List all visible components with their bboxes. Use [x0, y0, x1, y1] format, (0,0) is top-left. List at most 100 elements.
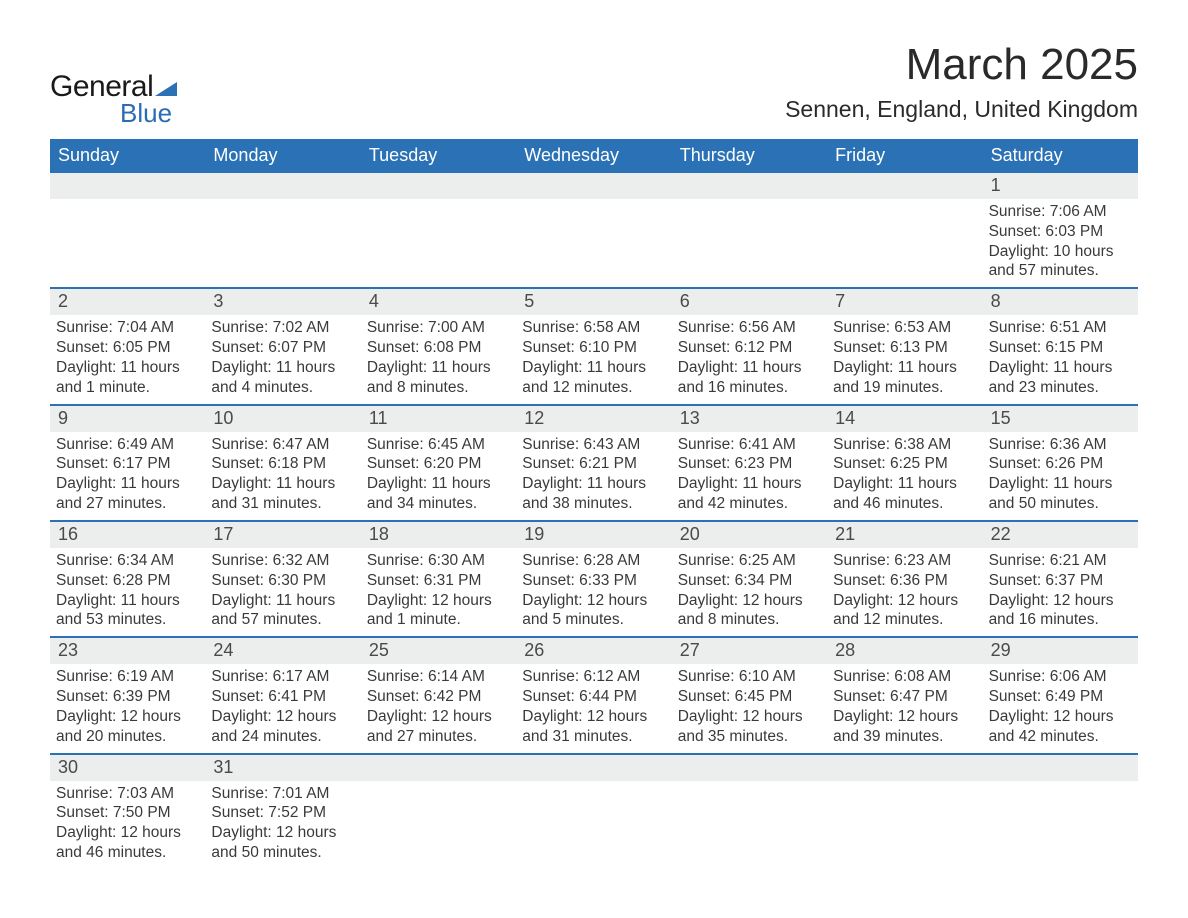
calendar-cell: 29Sunrise: 6:06 AMSunset: 6:49 PMDayligh…: [983, 638, 1138, 752]
sunrise-line: Sunrise: 6:23 AM: [833, 551, 976, 571]
calendar-cell: [672, 755, 827, 869]
sunrise-line: Sunrise: 7:04 AM: [56, 318, 199, 338]
sunrise-line: Sunrise: 6:34 AM: [56, 551, 199, 571]
calendar-cell: 15Sunrise: 6:36 AMSunset: 6:26 PMDayligh…: [983, 406, 1138, 520]
sunset-line: Sunset: 6:07 PM: [211, 338, 354, 358]
sunrise-line: Sunrise: 6:19 AM: [56, 667, 199, 687]
logo: General Blue: [50, 70, 177, 129]
calendar-cell: [205, 173, 360, 287]
daylight-line: Daylight: 12 hours and 39 minutes.: [833, 707, 976, 747]
sunrise-line: Sunrise: 6:17 AM: [211, 667, 354, 687]
page-header: General Blue March 2025 Sennen, England,…: [50, 40, 1138, 129]
calendar-cell: 10Sunrise: 6:47 AMSunset: 6:18 PMDayligh…: [205, 406, 360, 520]
sunset-line: Sunset: 6:34 PM: [678, 571, 821, 591]
calendar-week: 2 Sunrise: 7:04 AMSunset: 6:05 PM Daylight…: [50, 289, 1138, 405]
calendar-cell: 11Sunrise: 6:45 AMSunset: 6:20 PMDayligh…: [361, 406, 516, 520]
day-number: 18: [361, 522, 516, 548]
calendar-cell: 28Sunrise: 6:08 AMSunset: 6:47 PMDayligh…: [827, 638, 982, 752]
sunrise-line: Sunrise: 6:10 AM: [678, 667, 821, 687]
day-number: 16: [50, 522, 205, 548]
day-number: 23: [50, 638, 205, 664]
daylight-line: Daylight: 12 hours and 27 minutes.: [367, 707, 510, 747]
daylight-line: Daylight: 11 hours and 34 minutes.: [367, 474, 510, 514]
sunset-line: Sunset: 7:50 PM: [56, 803, 199, 823]
sunset-line: Sunset: 6:45 PM: [678, 687, 821, 707]
calendar-cell: 3Sunrise: 7:02 AMSunset: 6:07 PMDaylight…: [205, 289, 360, 403]
calendar-week: 23Sunrise: 6:19 AMSunset: 6:39 PMDayligh…: [50, 638, 1138, 754]
calendar-cell: 7Sunrise: 6:53 AMSunset: 6:13 PMDaylight…: [827, 289, 982, 403]
daylight-line: Daylight: 11 hours and 23 minutes.: [989, 358, 1132, 398]
weekday-header: Friday: [827, 139, 982, 173]
sunrise-line: Sunrise: 6:28 AM: [522, 551, 665, 571]
day-number: [50, 173, 205, 199]
daylight-line: Daylight: 11 hours and 12 minutes.: [522, 358, 665, 398]
calendar-cell: 14Sunrise: 6:38 AMSunset: 6:25 PMDayligh…: [827, 406, 982, 520]
day-number: 21: [827, 522, 982, 548]
daylight-line: Daylight: 11 hours and 53 minutes.: [56, 591, 199, 631]
day-number: 9: [50, 406, 205, 432]
daylight-line: Daylight: 12 hours and 24 minutes.: [211, 707, 354, 747]
calendar-cell: 16 Sunrise: 6:34 AMSunset: 6:28 PMDayligh…: [50, 522, 205, 636]
day-number: 20: [672, 522, 827, 548]
sunrise-line: Sunrise: 6:58 AM: [522, 318, 665, 338]
day-number: 22: [983, 522, 1138, 548]
daylight-line: Daylight: 10 hours and 57 minutes.: [989, 242, 1132, 282]
calendar-cell: 25Sunrise: 6:14 AMSunset: 6:42 PMDayligh…: [361, 638, 516, 752]
daylight-line: Daylight: 11 hours and 50 minutes.: [989, 474, 1132, 514]
calendar-cell: 26Sunrise: 6:12 AMSunset: 6:44 PMDayligh…: [516, 638, 671, 752]
calendar-cell: 4Sunrise: 7:00 AMSunset: 6:08 PMDaylight…: [361, 289, 516, 403]
daylight-line: Daylight: 12 hours and 31 minutes.: [522, 707, 665, 747]
daylight-line: Daylight: 12 hours and 1 minute.: [367, 591, 510, 631]
calendar-cell: 8Sunrise: 6:51 AMSunset: 6:15 PMDaylight…: [983, 289, 1138, 403]
calendar-cell: 30Sunrise: 7:03 AMSunset: 7:50 PMDayligh…: [50, 755, 205, 869]
weekday-header: Saturday: [983, 139, 1138, 173]
sunset-line: Sunset: 6:36 PM: [833, 571, 976, 591]
calendar-cell: 6Sunrise: 6:56 AMSunset: 6:12 PMDaylight…: [672, 289, 827, 403]
weekday-header: Thursday: [672, 139, 827, 173]
sunrise-line: Sunrise: 7:00 AM: [367, 318, 510, 338]
sunset-line: Sunset: 6:30 PM: [211, 571, 354, 591]
sunrise-line: Sunrise: 6:51 AM: [989, 318, 1132, 338]
sunset-line: Sunset: 6:28 PM: [56, 571, 199, 591]
sunset-line: Sunset: 6:26 PM: [989, 454, 1132, 474]
daylight-line: Daylight: 12 hours and 16 minutes.: [989, 591, 1132, 631]
sunrise-line: Sunrise: 6:14 AM: [367, 667, 510, 687]
sunset-line: Sunset: 6:05 PM: [56, 338, 199, 358]
daylight-line: Daylight: 11 hours and 57 minutes.: [211, 591, 354, 631]
day-number: 8: [983, 289, 1138, 315]
day-number: 31: [205, 755, 360, 781]
sunrise-line: Sunrise: 6:43 AM: [522, 435, 665, 455]
calendar-cell: [983, 755, 1138, 869]
sunset-line: Sunset: 6:23 PM: [678, 454, 821, 474]
sunset-line: Sunset: 6:10 PM: [522, 338, 665, 358]
weekday-header-row: Sunday Monday Tuesday Wednesday Thursday…: [50, 139, 1138, 173]
day-number: [205, 173, 360, 199]
daylight-line: Daylight: 11 hours and 19 minutes.: [833, 358, 976, 398]
day-number: [672, 173, 827, 199]
calendar-cell: [516, 755, 671, 869]
calendar-cell: 13Sunrise: 6:41 AMSunset: 6:23 PMDayligh…: [672, 406, 827, 520]
weekday-header: Monday: [205, 139, 360, 173]
calendar: Sunday Monday Tuesday Wednesday Thursday…: [50, 139, 1138, 869]
calendar-cell: [50, 173, 205, 287]
logo-text-blue: Blue: [120, 98, 177, 129]
sunset-line: Sunset: 6:18 PM: [211, 454, 354, 474]
calendar-cell: [516, 173, 671, 287]
daylight-line: Daylight: 11 hours and 8 minutes.: [367, 358, 510, 398]
calendar-cell: [361, 755, 516, 869]
day-number: 15: [983, 406, 1138, 432]
day-number: 2: [50, 289, 205, 315]
sunrise-line: Sunrise: 7:02 AM: [211, 318, 354, 338]
calendar-cell: 18Sunrise: 6:30 AMSunset: 6:31 PMDayligh…: [361, 522, 516, 636]
day-number: 28: [827, 638, 982, 664]
daylight-line: Daylight: 11 hours and 42 minutes.: [678, 474, 821, 514]
calendar-cell: 31Sunrise: 7:01 AMSunset: 7:52 PMDayligh…: [205, 755, 360, 869]
calendar-cell: [827, 173, 982, 287]
sunrise-line: Sunrise: 7:01 AM: [211, 784, 354, 804]
sunset-line: Sunset: 6:17 PM: [56, 454, 199, 474]
logo-triangle-icon: [155, 78, 177, 96]
sunrise-line: Sunrise: 6:21 AM: [989, 551, 1132, 571]
weekday-header: Sunday: [50, 139, 205, 173]
calendar-cell: 27Sunrise: 6:10 AMSunset: 6:45 PMDayligh…: [672, 638, 827, 752]
sunset-line: Sunset: 6:12 PM: [678, 338, 821, 358]
